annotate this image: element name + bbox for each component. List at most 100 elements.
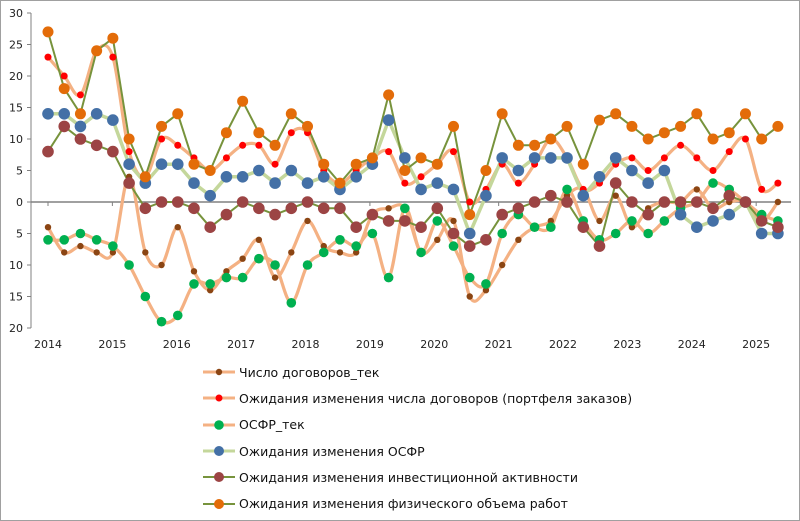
legend-item: Ожидания изменения числа договоров (порт… xyxy=(201,385,632,411)
series-5-point xyxy=(626,120,638,132)
series-3-point xyxy=(480,189,492,202)
series-5-point xyxy=(642,133,654,145)
series-4-point xyxy=(382,215,395,227)
series-1-point xyxy=(644,167,652,174)
series-1-point xyxy=(677,141,685,149)
series-4-point xyxy=(171,196,184,208)
series-5-point xyxy=(415,152,427,164)
series-5-point xyxy=(366,152,378,164)
series-1-point xyxy=(158,135,166,143)
legend-swatch xyxy=(203,472,235,483)
series-5-point xyxy=(350,158,362,170)
series-5-point xyxy=(188,158,200,170)
series-5-point xyxy=(561,120,573,132)
series-1-point xyxy=(774,179,782,187)
series-5-point xyxy=(691,108,703,120)
series-0-point xyxy=(304,217,311,225)
series-2-point xyxy=(383,272,394,283)
series-4-point xyxy=(642,208,654,221)
y-tick-label: 10 xyxy=(9,133,23,146)
series-3-point xyxy=(123,158,135,170)
series-5-point xyxy=(285,108,297,120)
series-2-point xyxy=(59,235,70,245)
series-2-point xyxy=(448,241,459,251)
series-1-point xyxy=(109,53,117,61)
series-0-point xyxy=(174,224,181,231)
series-3-point xyxy=(236,171,249,183)
legend-item: Ожидания изменения ОСФР xyxy=(201,438,632,464)
series-2-point xyxy=(464,272,475,283)
series-0-point xyxy=(385,205,392,212)
series-5-point xyxy=(269,139,281,151)
series-lines xyxy=(46,31,780,325)
series-1-point xyxy=(628,154,636,162)
series-4-point xyxy=(253,202,265,215)
series-5-point xyxy=(220,127,232,139)
series-0-point xyxy=(271,274,279,281)
series-1-point xyxy=(287,129,295,137)
series-0-point xyxy=(190,268,198,275)
x-tick-label: 2022 xyxy=(549,338,577,351)
series-3-point xyxy=(496,152,508,164)
series-3-point xyxy=(90,108,103,120)
x-tick-label: 2016 xyxy=(163,338,191,351)
series-5-point xyxy=(383,89,395,101)
series-0-point xyxy=(336,249,344,256)
series-4-point xyxy=(577,221,590,233)
legend-swatch xyxy=(203,498,235,509)
series-5-point xyxy=(156,120,168,132)
series-3-point xyxy=(204,189,216,202)
series-1-line xyxy=(46,43,779,206)
series-1-point xyxy=(76,91,84,99)
series-2-point xyxy=(318,247,329,258)
series-4-point xyxy=(463,240,476,252)
series-2-point xyxy=(643,228,653,239)
series-5-point xyxy=(74,108,86,120)
series-4-point xyxy=(593,240,606,252)
series-4-point xyxy=(58,120,71,133)
series-2-point xyxy=(270,260,280,270)
legend-label: Ожидания изменения физического объема ра… xyxy=(239,496,568,512)
series-2-point xyxy=(75,228,86,239)
series-0-point xyxy=(482,287,490,294)
series-1-point xyxy=(725,148,733,156)
series-2-point xyxy=(124,260,134,270)
series-3-point xyxy=(350,171,362,183)
series-1-point xyxy=(741,135,749,143)
series-4-point xyxy=(107,145,119,158)
series-0-point xyxy=(207,287,214,294)
series-5-point xyxy=(529,139,541,151)
x-tick-label: 2018 xyxy=(292,338,320,351)
series-5-point xyxy=(107,32,119,44)
series-1-point xyxy=(222,154,230,162)
series-0-point xyxy=(434,236,441,243)
series-4-point xyxy=(512,202,525,215)
series-2-point xyxy=(351,241,361,251)
series-1-point xyxy=(450,148,457,156)
series-0-point xyxy=(774,198,782,206)
series-4-point xyxy=(723,189,736,202)
series-5-line xyxy=(47,31,779,219)
series-3-line xyxy=(48,111,778,239)
series-2-point xyxy=(627,216,637,226)
series-4-point xyxy=(772,221,784,233)
series-2-point xyxy=(335,235,345,245)
series-4-point xyxy=(350,221,362,233)
series-2-point xyxy=(172,310,183,321)
legend-label: Ожидания изменения инвестиционной активн… xyxy=(239,469,578,485)
y-tick-label: 5 xyxy=(16,165,23,178)
series-markers xyxy=(42,26,784,327)
series-3-point xyxy=(755,227,768,240)
series-5-point xyxy=(512,139,524,151)
series-0-point xyxy=(596,217,603,225)
series-4-point xyxy=(42,145,54,158)
y-tick-label: 20 xyxy=(9,322,23,335)
series-1-point xyxy=(401,179,409,187)
series-4-point xyxy=(528,196,541,208)
series-2-point xyxy=(221,272,232,283)
y-tick-label: 0 xyxy=(16,196,23,209)
series-3-point xyxy=(593,171,606,183)
series-5-point xyxy=(723,127,735,139)
series-1-point xyxy=(239,141,247,149)
series-1-point xyxy=(660,154,668,162)
